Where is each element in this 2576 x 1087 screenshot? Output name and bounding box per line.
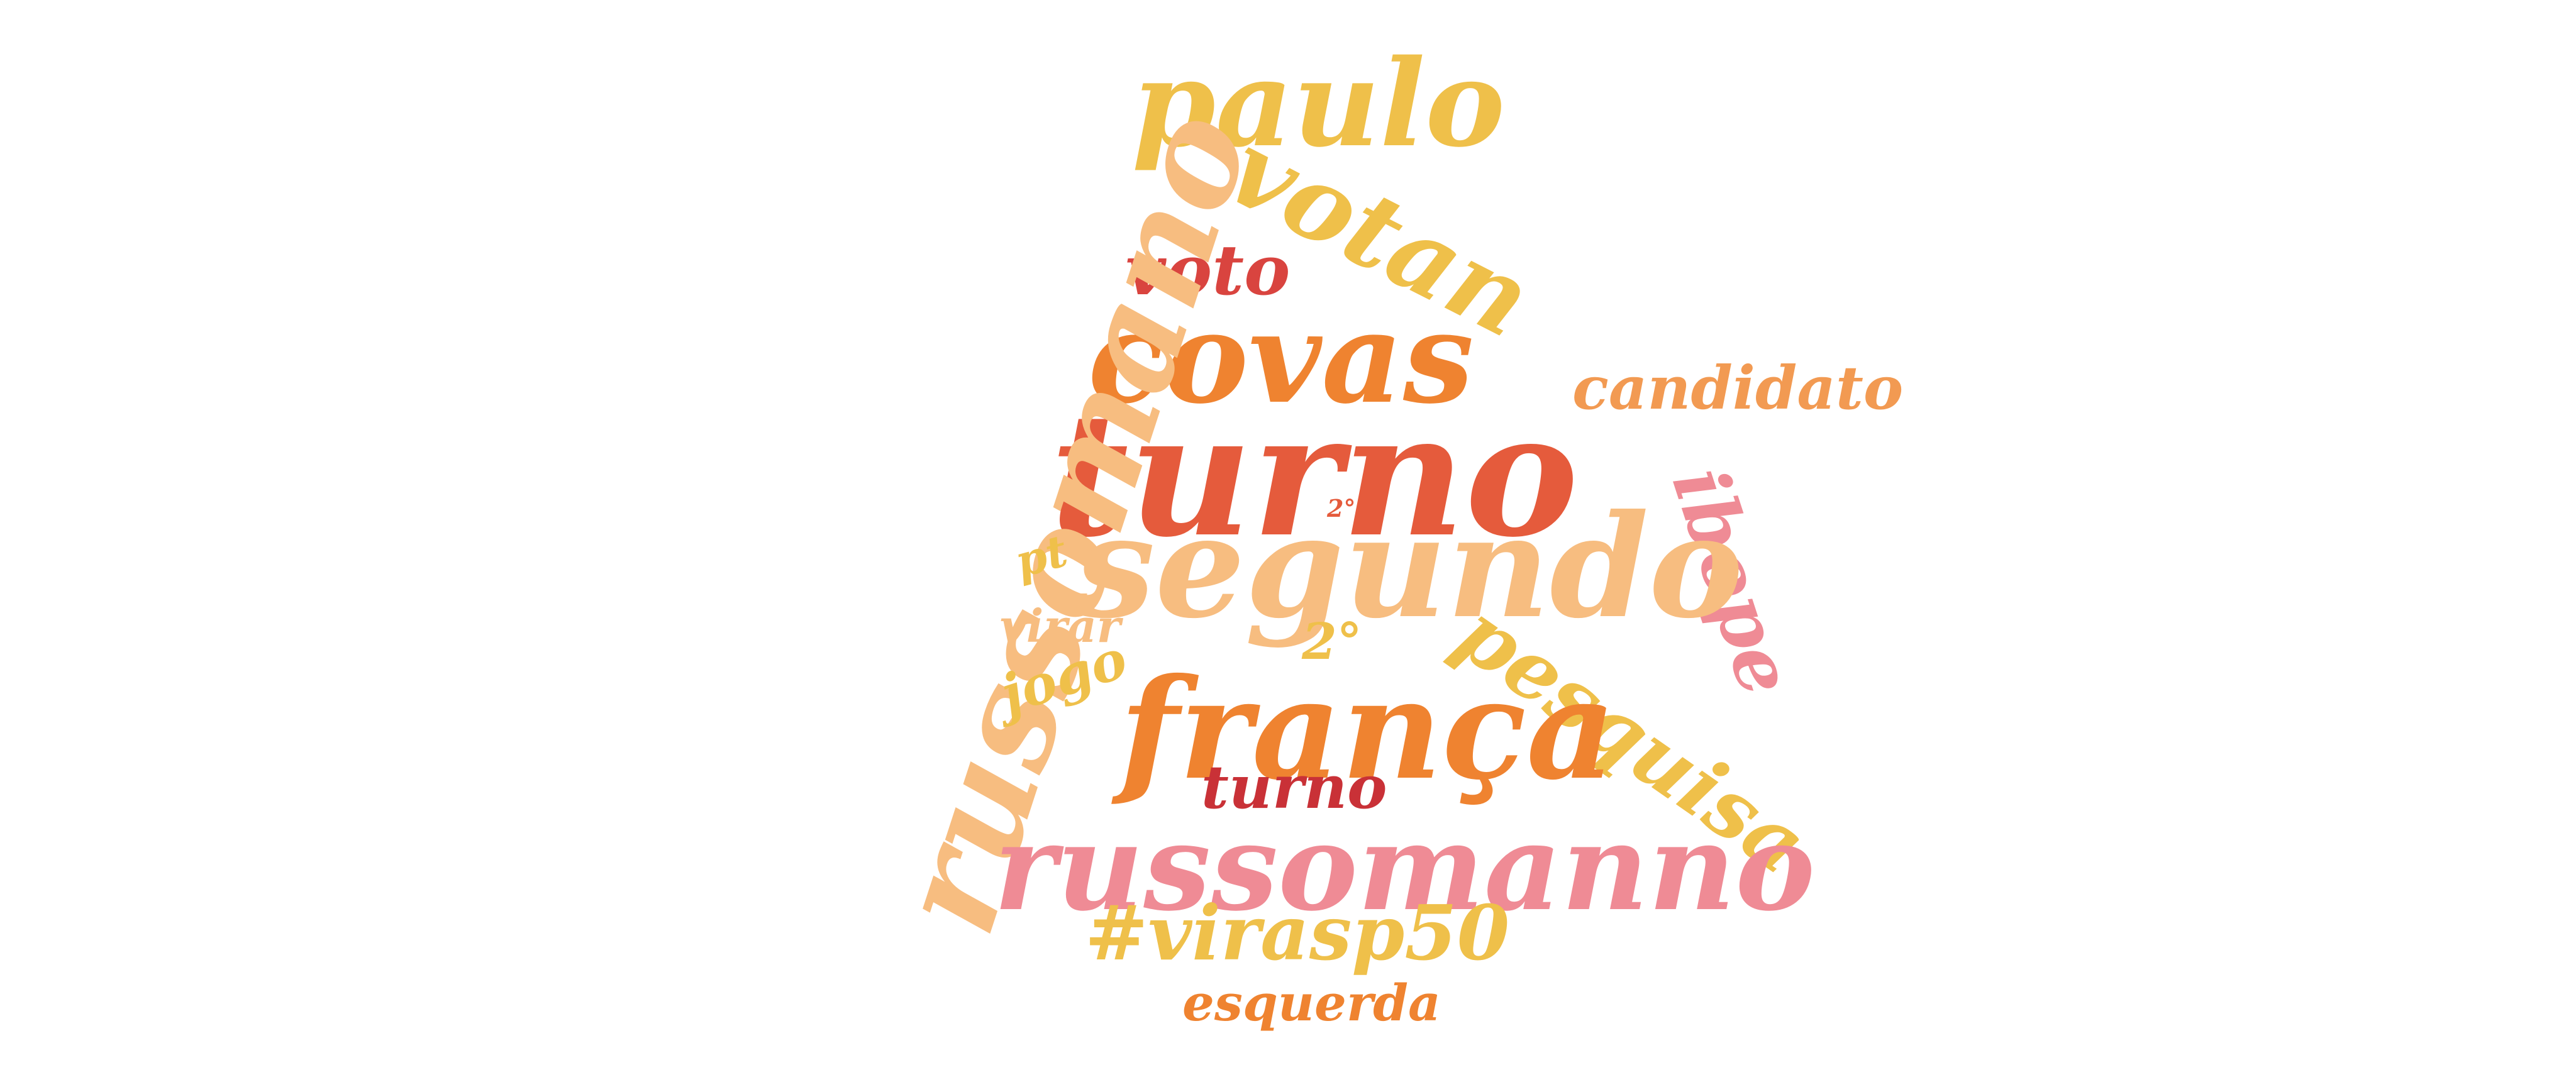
word-pt: pt [1009, 524, 1073, 588]
word-paulo: paulo [1132, 33, 1506, 174]
word-segundo: segundo [1075, 484, 1743, 650]
word-2o-small: 2° [1327, 494, 1356, 522]
word-candidato: candidato [1572, 353, 1904, 423]
word-voto: voto [1126, 229, 1291, 311]
word-esquerda: esquerda [1182, 973, 1441, 1032]
word-2o: 2° [1302, 612, 1362, 671]
word-virasp50: #virasp50 [1085, 889, 1510, 978]
word-turno-large: turno [1050, 375, 1579, 575]
word-covas: covas [1088, 284, 1474, 432]
word-franca: frança [1119, 648, 1616, 810]
word-russomanno: russomanno [994, 797, 1816, 937]
word-turno-small: turno [1201, 753, 1387, 822]
word-virar: virar [1000, 599, 1121, 653]
